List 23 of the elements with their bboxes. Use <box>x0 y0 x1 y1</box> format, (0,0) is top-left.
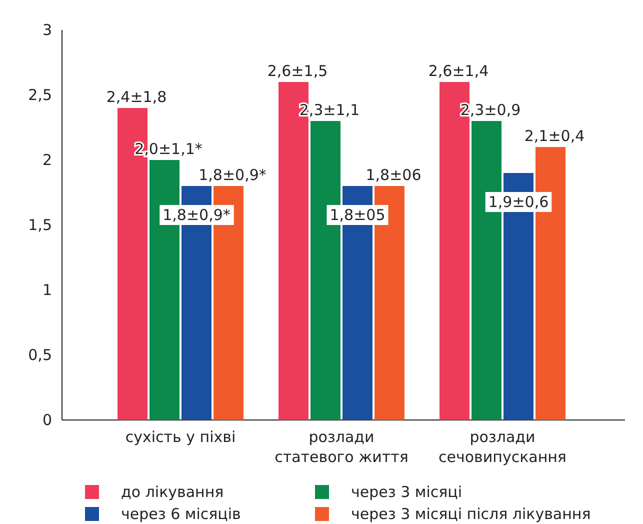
y-tick-label: 2,5 <box>28 86 52 104</box>
data-label: 1,9±0,6 <box>488 193 549 211</box>
x-tick-label: сухість у піхві <box>125 428 236 446</box>
y-tick-label: 0 <box>42 410 52 429</box>
y-tick-label: 3 <box>42 20 52 39</box>
y-tick-label: 1 <box>42 280 52 299</box>
legend-label: через 3 місяці після лікування <box>351 505 591 523</box>
data-label: 1,8±06 <box>366 166 422 184</box>
x-tick-label: розлади статевого життя <box>274 428 408 466</box>
legend-label: до лікування <box>121 483 224 501</box>
x-tick-label: розлади сечовипускання <box>438 428 566 466</box>
y-tick-label: 1,5 <box>28 216 52 234</box>
data-label: 2,6±1,5 <box>267 62 328 80</box>
data-label: 1,8±0,9* <box>198 166 267 184</box>
legend-label: через 3 місяці <box>351 483 462 501</box>
legend-label: через 6 місяців <box>121 505 241 523</box>
y-tick-label: 0,5 <box>28 346 52 364</box>
data-label: 2,4±1,8 <box>106 88 167 106</box>
data-label: 2,1±0,4 <box>524 127 585 145</box>
data-label: 2,6±1,4 <box>428 62 489 80</box>
data-label: 1,8±05 <box>330 206 386 224</box>
data-label: 1,8±0,9* <box>162 206 231 224</box>
y-tick-label: 2 <box>42 150 52 169</box>
